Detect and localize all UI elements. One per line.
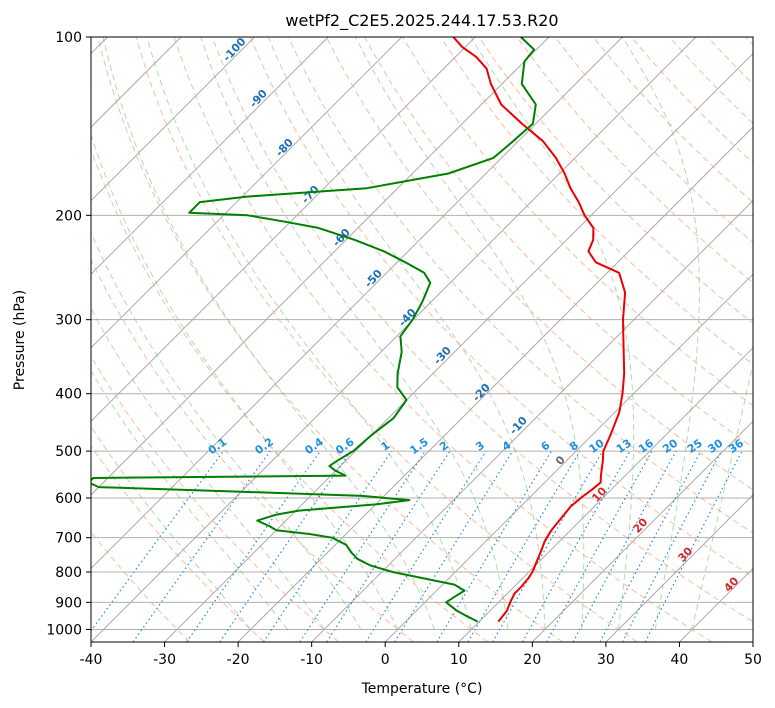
isotherm-line bbox=[91, 37, 476, 423]
x-tick-label: 30 bbox=[597, 652, 615, 668]
x-tick-label: 10 bbox=[450, 652, 468, 668]
mixing-ratio-line bbox=[219, 450, 352, 642]
isotherm-line bbox=[458, 347, 753, 642]
x-axis-label: Temperature (°C) bbox=[361, 681, 483, 697]
isotherm-line bbox=[91, 37, 403, 349]
moist-adiabat bbox=[91, 425, 252, 630]
dry-adiabat bbox=[326, 37, 753, 491]
y-tick-label: 1000 bbox=[46, 622, 82, 638]
moist-adiabat bbox=[102, 37, 436, 630]
dry-adiabat bbox=[91, 258, 414, 642]
y-tick-label: 700 bbox=[55, 531, 82, 547]
isotherm-line bbox=[91, 37, 256, 202]
isotherm-line bbox=[91, 37, 623, 570]
isotherm-line bbox=[384, 273, 753, 642]
y-tick-label: 600 bbox=[55, 491, 82, 507]
dry-adiabat bbox=[287, 37, 753, 534]
mixing-ratio-line bbox=[467, 450, 581, 642]
y-axis-label: Pressure (hPa) bbox=[12, 290, 28, 390]
y-tick-label: 900 bbox=[55, 595, 82, 611]
x-tick-label: 20 bbox=[523, 652, 541, 668]
x-tick-label: 0 bbox=[381, 652, 390, 668]
plot-frame bbox=[90, 36, 754, 643]
moist-adiabat bbox=[691, 360, 753, 630]
y-tick-label: 100 bbox=[55, 30, 82, 46]
mixing-ratio-line bbox=[186, 450, 321, 642]
mixing-ratio-line bbox=[299, 450, 426, 642]
isotherm-line bbox=[91, 37, 697, 642]
isotherm-line bbox=[164, 52, 753, 642]
x-tick-label: -30 bbox=[153, 652, 176, 668]
moist-adiabat bbox=[355, 37, 585, 630]
mixing-ratio-line bbox=[436, 450, 553, 642]
moist-adiabat bbox=[200, 37, 509, 630]
x-tick-label: -40 bbox=[80, 652, 103, 668]
series-layer bbox=[91, 37, 627, 623]
moist-adiabat bbox=[91, 133, 399, 630]
moist-adiabat bbox=[91, 370, 288, 630]
mixing-ratio-line bbox=[262, 450, 392, 642]
isotherm-line bbox=[91, 37, 329, 275]
mixing-ratio-line bbox=[599, 450, 702, 642]
moist-adiabat bbox=[470, 37, 635, 630]
dry-adiabat bbox=[173, 37, 713, 642]
mixing-ratio-line bbox=[394, 450, 514, 642]
chart-title: wetPf2_C2E5.2025.244.17.53.R20 bbox=[285, 11, 558, 31]
y-tick-label: 300 bbox=[55, 313, 82, 329]
y-tick-label: 200 bbox=[55, 208, 82, 224]
mixing-ratio-line bbox=[365, 450, 487, 642]
dry-adiabat bbox=[135, 37, 638, 642]
dry-adiabat bbox=[249, 37, 753, 578]
mixing-ratio-line bbox=[572, 450, 677, 642]
y-axis: 100 200 300 400 500 600 700 800 900 1000 bbox=[46, 30, 91, 638]
moist-adiabat bbox=[267, 37, 546, 630]
dewpoint-profile-line bbox=[91, 37, 537, 623]
isotherm-line bbox=[91, 37, 550, 496]
mixing-ratio-line bbox=[326, 450, 451, 642]
y-tick-label: 400 bbox=[55, 387, 82, 403]
mixing-ratio-line bbox=[132, 450, 271, 642]
temperature-profile-line bbox=[452, 37, 627, 623]
moist-adiabat bbox=[91, 307, 325, 630]
isotherm-line bbox=[605, 494, 753, 642]
x-tick-label: 40 bbox=[671, 652, 689, 668]
moist-adiabat bbox=[621, 37, 700, 630]
background-lines bbox=[91, 37, 753, 642]
x-tick-label: 50 bbox=[744, 652, 762, 668]
y-tick-label: 500 bbox=[55, 444, 82, 460]
y-tick-label: 800 bbox=[55, 565, 82, 581]
dry-adiabat bbox=[97, 37, 563, 642]
dry-adiabat bbox=[211, 37, 753, 623]
x-tick-label: -20 bbox=[227, 652, 250, 668]
x-axis: -40 -30 -20 -10 0 10 20 30 40 50 bbox=[80, 642, 762, 668]
isotherm-line bbox=[531, 420, 753, 642]
x-tick-label: -10 bbox=[300, 652, 323, 668]
